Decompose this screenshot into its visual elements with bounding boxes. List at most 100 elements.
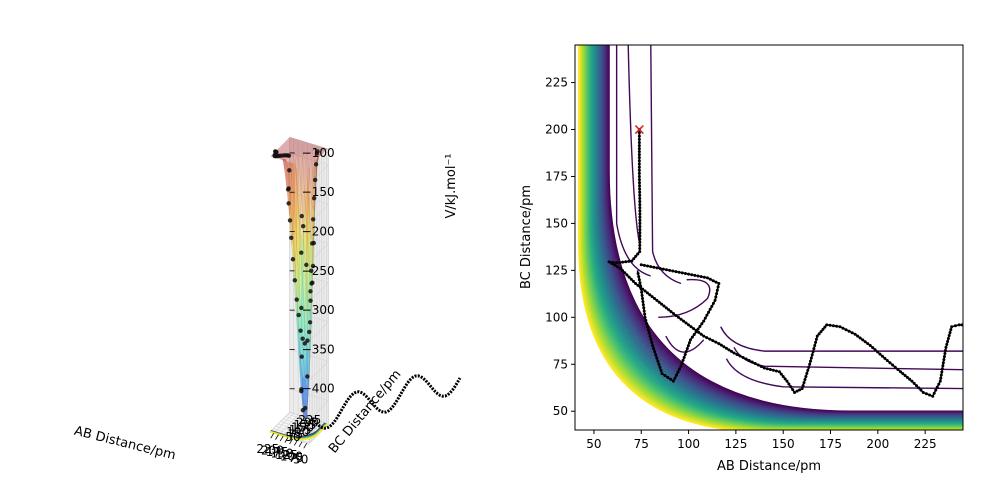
trajectory-loop-point xyxy=(685,347,689,351)
trajectory-point xyxy=(919,388,923,392)
trajectory-point xyxy=(802,381,806,385)
trajectory-point xyxy=(885,359,889,363)
trajectory-loop-point xyxy=(646,264,650,268)
grid-line xyxy=(280,421,320,434)
3d-x-tick-mark xyxy=(289,438,293,445)
surface-patch xyxy=(295,142,300,145)
surface-patch xyxy=(279,151,285,155)
trajectory-point xyxy=(817,332,821,336)
grid-line xyxy=(289,191,329,205)
surface-patch xyxy=(284,149,289,153)
trajectory-point xyxy=(803,378,807,382)
grid-line xyxy=(289,152,329,166)
trajectory-loop-point xyxy=(686,344,690,348)
surface-patch xyxy=(320,147,326,150)
trajectory-point xyxy=(637,147,641,151)
surface-patch xyxy=(291,142,296,146)
surface-patch xyxy=(283,141,288,145)
surface-patch xyxy=(298,141,304,145)
trajectory-point xyxy=(638,240,642,244)
trajectory-point xyxy=(921,390,925,394)
trajectory-point xyxy=(850,331,854,335)
surface-patch xyxy=(289,161,294,234)
surface-patch xyxy=(296,147,301,150)
trajectory-point xyxy=(940,367,944,371)
trajectory-point xyxy=(912,381,916,385)
contour-line-inner xyxy=(733,347,963,371)
trajectory-point xyxy=(631,279,635,283)
3d-y-tick-label: 50 xyxy=(285,430,300,444)
trajectory-point xyxy=(899,370,903,374)
surface-patch xyxy=(294,148,300,151)
trajectory-point xyxy=(938,379,942,383)
trajectory-point xyxy=(627,259,631,263)
trajectory-loop-point xyxy=(660,372,664,376)
surface-patch xyxy=(285,142,291,145)
trajectory-point xyxy=(924,392,928,396)
x-tick-label: 50 xyxy=(586,437,601,451)
contour-y-ticks: 50 75 100 125 150 175 200 225 xyxy=(545,76,575,418)
trajectory-point xyxy=(638,221,642,225)
trajectory-loop-point xyxy=(640,290,644,294)
surface-patch xyxy=(310,145,315,148)
surface-patch xyxy=(310,151,315,181)
trajectory-loop-point xyxy=(684,350,688,354)
surface-patch xyxy=(303,149,308,152)
contour-line xyxy=(583,45,963,429)
trajectory-point xyxy=(768,368,772,372)
trajectory-loop-point xyxy=(653,350,657,354)
trajectory-point xyxy=(935,385,939,389)
trajectory-point xyxy=(679,317,683,321)
surface-patch xyxy=(302,141,307,144)
contour-line-inner xyxy=(627,45,641,243)
trajectory-point xyxy=(783,377,787,381)
grid-line xyxy=(289,270,329,284)
trajectory-point xyxy=(813,343,817,347)
trajectory-point xyxy=(637,171,641,175)
3d-x-tick-mark xyxy=(279,435,284,442)
surface-patch xyxy=(315,146,320,150)
surface-patch xyxy=(317,147,322,151)
contour-line-inner xyxy=(725,358,963,390)
surface-patch xyxy=(305,167,310,339)
trajectory-loop-point xyxy=(683,271,687,275)
surface-patch xyxy=(304,142,309,145)
trajectory-point xyxy=(637,165,641,169)
trajectory-point xyxy=(787,382,791,386)
trajectory-loop-point xyxy=(687,272,691,276)
surface-patch xyxy=(293,146,299,150)
trajectory-loop-point xyxy=(692,332,696,336)
trajectory-point xyxy=(692,327,696,331)
surface-patch xyxy=(304,151,309,154)
trajectory-loop-point xyxy=(646,328,650,332)
trajectory-loop-point xyxy=(642,306,646,310)
trajectory-point xyxy=(636,283,640,287)
grid-line xyxy=(273,413,294,434)
trajectory-loop-point xyxy=(696,274,700,278)
trajectory-loop-point xyxy=(683,352,687,356)
trajectory-point xyxy=(655,298,659,302)
trajectory-point xyxy=(744,357,748,361)
trajectory-point xyxy=(657,300,661,304)
y-tick-label: 225 xyxy=(545,76,568,90)
trajectory-point xyxy=(789,385,793,389)
trajectory-loop-point xyxy=(680,361,684,365)
trajectory-point xyxy=(941,364,945,368)
contour-line xyxy=(591,45,963,424)
trajectory-point xyxy=(629,277,633,281)
trajectory-point xyxy=(942,358,946,362)
trajectory-point xyxy=(941,361,945,365)
trajectory-loop-point xyxy=(647,331,651,335)
3d-x-tick-label: 175 xyxy=(266,445,289,459)
surface-patch xyxy=(279,148,285,151)
surface-patch xyxy=(299,318,304,385)
3d-x-tick-mark xyxy=(284,437,289,443)
x-tick-label: 125 xyxy=(724,437,747,451)
trajectory-3d-point xyxy=(308,289,313,294)
trajectory-loop-point xyxy=(714,295,718,299)
3d-y-tick-label: 75 xyxy=(288,428,303,442)
surface-patch xyxy=(292,206,297,272)
trajectory-point xyxy=(632,257,636,261)
surface-patch xyxy=(306,346,311,416)
